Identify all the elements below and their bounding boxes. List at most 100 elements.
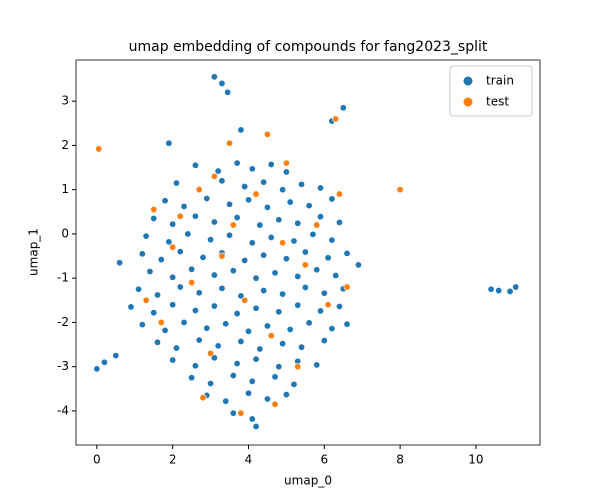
- point: [237, 337, 245, 345]
- point: [233, 310, 241, 318]
- point: [279, 239, 287, 247]
- point: [142, 296, 150, 304]
- point: [93, 365, 101, 373]
- point: [165, 238, 173, 246]
- point: [218, 79, 226, 87]
- point: [279, 290, 287, 298]
- point: [203, 195, 211, 203]
- point: [271, 269, 279, 277]
- point: [328, 195, 336, 203]
- point: [157, 256, 165, 264]
- point: [313, 266, 321, 274]
- point: [229, 409, 237, 417]
- point: [248, 165, 256, 173]
- y-tick-label: 0: [61, 226, 69, 240]
- point: [237, 409, 245, 417]
- legend-marker: [463, 76, 473, 86]
- y-axis-label: umap_1: [27, 228, 41, 276]
- point: [191, 161, 199, 169]
- point: [282, 159, 290, 167]
- point: [244, 389, 252, 397]
- point: [207, 236, 215, 244]
- point: [332, 272, 340, 280]
- point: [233, 214, 241, 222]
- point: [169, 273, 177, 281]
- point: [267, 160, 275, 168]
- x-tick-label: 6: [320, 453, 328, 467]
- point: [252, 355, 260, 363]
- point: [263, 322, 271, 330]
- point: [263, 203, 271, 211]
- point: [260, 287, 268, 295]
- point: [309, 230, 317, 238]
- point: [210, 354, 218, 362]
- point: [241, 256, 249, 264]
- point: [161, 197, 169, 205]
- point: [335, 302, 343, 310]
- point: [222, 397, 230, 405]
- point: [199, 394, 207, 402]
- point: [279, 186, 287, 194]
- point: [184, 230, 192, 238]
- point: [188, 279, 196, 287]
- legend-label: test: [486, 95, 509, 109]
- point: [282, 168, 290, 176]
- point: [324, 301, 332, 309]
- y-tick-label: -3: [57, 359, 69, 373]
- point: [161, 326, 169, 334]
- point: [256, 345, 264, 353]
- point: [135, 285, 143, 293]
- point: [229, 372, 237, 380]
- point: [294, 272, 302, 280]
- point: [233, 360, 241, 368]
- point: [188, 265, 196, 273]
- point: [313, 221, 321, 229]
- point: [207, 349, 215, 357]
- point: [290, 380, 298, 388]
- point: [218, 177, 226, 185]
- point: [191, 212, 199, 220]
- point: [275, 363, 283, 371]
- point: [271, 400, 279, 408]
- point: [176, 283, 184, 291]
- point: [165, 139, 173, 147]
- point: [112, 352, 120, 360]
- point: [286, 325, 294, 333]
- point: [301, 248, 309, 256]
- point: [188, 374, 196, 382]
- point: [252, 274, 260, 282]
- point: [267, 233, 275, 241]
- point: [282, 391, 290, 399]
- point: [176, 212, 184, 220]
- point: [260, 178, 268, 186]
- point: [282, 255, 290, 263]
- x-tick-label: 2: [169, 453, 177, 467]
- point: [506, 287, 514, 295]
- point: [195, 336, 203, 344]
- point: [229, 267, 237, 275]
- point: [210, 302, 218, 310]
- point: [226, 200, 234, 208]
- point: [154, 338, 162, 346]
- point: [191, 306, 199, 314]
- point: [328, 236, 336, 244]
- point: [142, 232, 150, 240]
- point: [146, 268, 154, 276]
- point: [290, 237, 298, 245]
- point: [195, 186, 203, 194]
- point: [180, 318, 188, 326]
- point: [169, 243, 177, 251]
- point: [169, 220, 177, 228]
- point: [138, 321, 146, 329]
- point: [241, 296, 249, 304]
- x-axis-label: umap_0: [284, 474, 332, 488]
- point: [301, 283, 309, 291]
- point: [301, 261, 309, 269]
- point: [210, 271, 218, 279]
- point: [195, 289, 203, 297]
- point: [339, 104, 347, 112]
- point: [317, 307, 325, 315]
- point: [263, 130, 271, 138]
- point: [343, 320, 351, 328]
- point: [224, 88, 232, 96]
